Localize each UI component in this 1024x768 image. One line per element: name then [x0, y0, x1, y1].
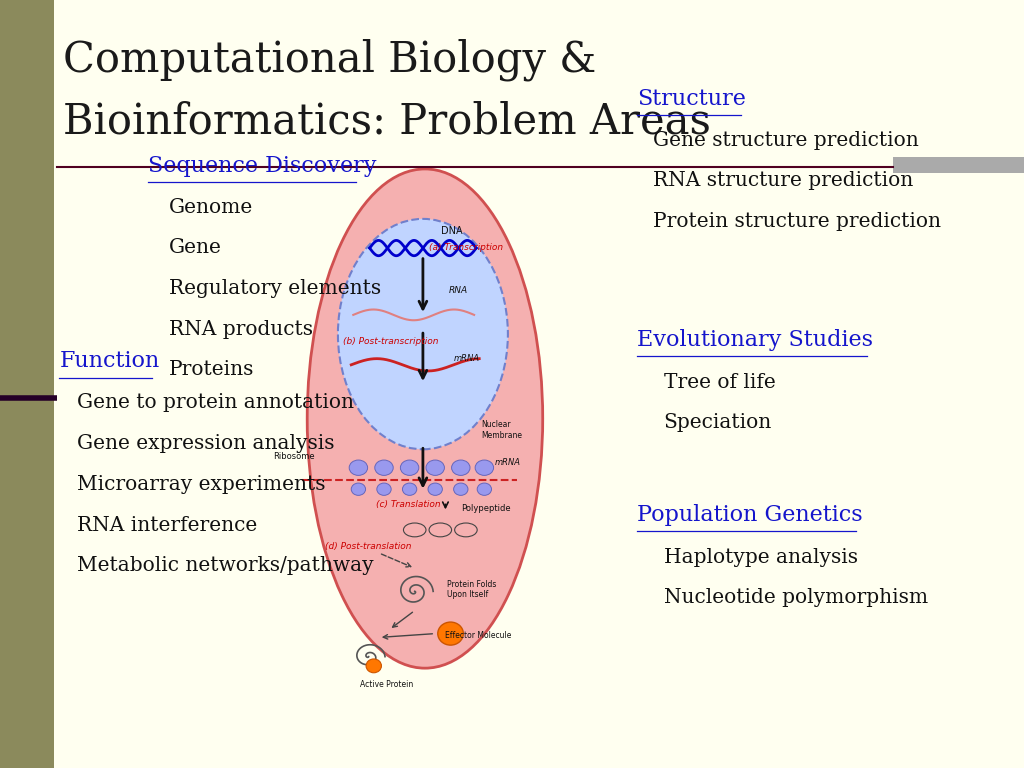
Text: mRNA: mRNA — [495, 458, 520, 467]
Text: Proteins: Proteins — [169, 360, 254, 379]
Ellipse shape — [426, 460, 444, 475]
Ellipse shape — [349, 460, 368, 475]
Ellipse shape — [438, 622, 463, 645]
Text: Nuclear
Membrane: Nuclear Membrane — [481, 420, 522, 440]
Ellipse shape — [338, 219, 508, 449]
Text: Gene: Gene — [169, 238, 222, 257]
Text: Effector Molecule: Effector Molecule — [445, 631, 512, 640]
Bar — [893, 157, 1024, 173]
Text: Microarray experiments: Microarray experiments — [77, 475, 326, 494]
Text: (a) Transcription: (a) Transcription — [429, 243, 503, 252]
Text: Nucleotide polymorphism: Nucleotide polymorphism — [664, 588, 928, 607]
Text: (c) Translation: (c) Translation — [376, 500, 440, 509]
Ellipse shape — [351, 483, 366, 495]
Text: Metabolic networks/pathway: Metabolic networks/pathway — [77, 556, 374, 575]
Text: Sequence Discovery: Sequence Discovery — [148, 154, 377, 177]
Text: Protein Folds
Upon Itself: Protein Folds Upon Itself — [447, 580, 497, 599]
Text: mRNA: mRNA — [454, 354, 479, 363]
Text: Protein structure prediction: Protein structure prediction — [653, 212, 941, 231]
Text: Speciation: Speciation — [664, 413, 772, 432]
Text: Gene structure prediction: Gene structure prediction — [653, 131, 920, 150]
Text: Ribosome: Ribosome — [273, 452, 315, 462]
Text: Gene expression analysis: Gene expression analysis — [77, 434, 334, 453]
Text: (b) Post-transcription: (b) Post-transcription — [343, 337, 438, 346]
Ellipse shape — [377, 483, 391, 495]
Ellipse shape — [454, 483, 468, 495]
Text: Computational Biology &: Computational Biology & — [63, 38, 597, 81]
Text: Function: Function — [59, 350, 160, 372]
Text: (d) Post-translation: (d) Post-translation — [325, 542, 411, 551]
Ellipse shape — [375, 460, 393, 475]
Ellipse shape — [402, 483, 417, 495]
Ellipse shape — [452, 460, 470, 475]
Text: RNA interference: RNA interference — [77, 515, 257, 535]
Text: Genome: Genome — [169, 197, 253, 217]
Text: RNA: RNA — [449, 286, 468, 295]
Text: Gene to protein annotation: Gene to protein annotation — [77, 393, 354, 412]
Ellipse shape — [400, 460, 419, 475]
Ellipse shape — [428, 483, 442, 495]
Ellipse shape — [477, 483, 492, 495]
Ellipse shape — [307, 169, 543, 668]
Text: Population Genetics: Population Genetics — [637, 504, 862, 526]
Ellipse shape — [475, 460, 494, 475]
Text: Tree of life: Tree of life — [664, 372, 775, 392]
Text: Regulatory elements: Regulatory elements — [169, 279, 381, 298]
Text: Haplotype analysis: Haplotype analysis — [664, 548, 857, 567]
Text: Bioinformatics: Problem Areas: Bioinformatics: Problem Areas — [63, 100, 712, 142]
Ellipse shape — [367, 659, 382, 673]
Text: Structure: Structure — [637, 88, 745, 110]
Text: Polypeptide: Polypeptide — [461, 504, 510, 513]
Text: RNA products: RNA products — [169, 319, 313, 339]
Bar — [0, 0, 54, 768]
Text: RNA structure prediction: RNA structure prediction — [653, 171, 913, 190]
Text: DNA: DNA — [441, 227, 463, 237]
Text: Active Protein: Active Protein — [360, 680, 414, 689]
Text: Evolutionary Studies: Evolutionary Studies — [637, 329, 872, 351]
